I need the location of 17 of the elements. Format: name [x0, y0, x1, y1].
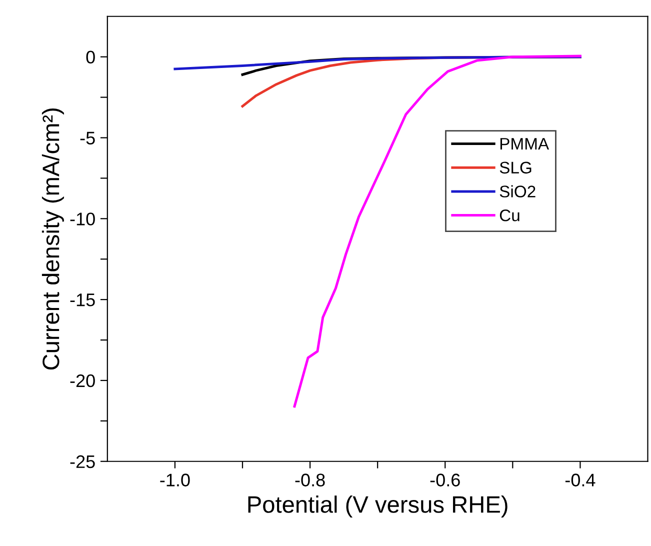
y-tick-label: -5 [80, 132, 95, 144]
x-tick-label: -1.0 [160, 474, 190, 486]
legend-label: SiO2 [500, 185, 536, 198]
legend-label: SLG [500, 162, 532, 174]
y-tick-label: -15 [70, 294, 95, 306]
legend-label: PMMA [500, 138, 550, 150]
line-series [293, 54, 582, 408]
y-tick-label: -20 [70, 374, 95, 388]
y-tick-label: 0 [86, 50, 95, 64]
x-axis-title: Potential (V versus RHE) [248, 496, 508, 518]
x-tick-label: -0.8 [295, 474, 325, 486]
x-tick-label: -0.4 [565, 474, 596, 486]
legend-label: Cu [500, 210, 520, 222]
y-tick-label: -10 [70, 212, 95, 226]
y-tick-label: -25 [70, 455, 95, 468]
x-tick-label: -0.6 [430, 474, 460, 486]
y-axis-title: Current density (mA/cm²) [42, 108, 64, 370]
